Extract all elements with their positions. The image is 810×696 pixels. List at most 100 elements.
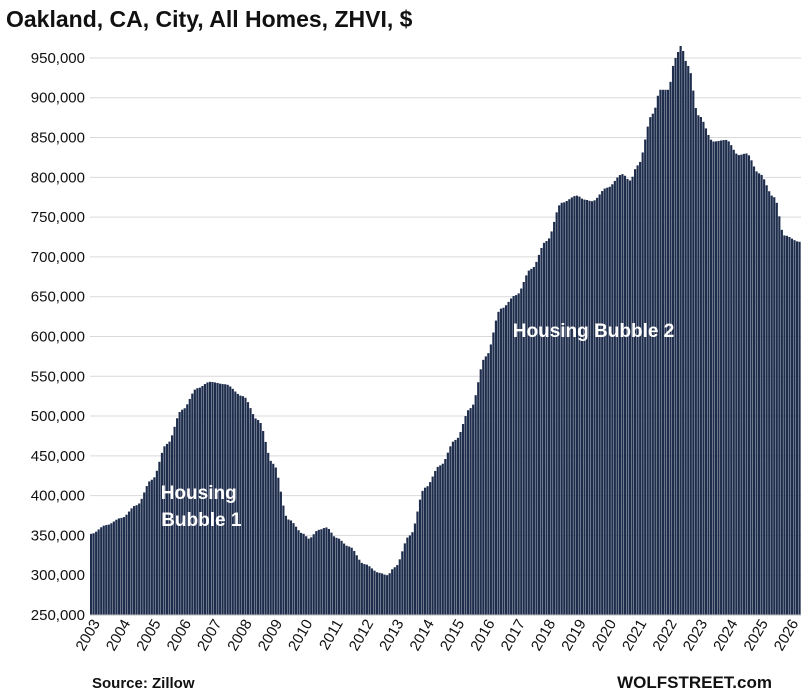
bar [277,477,280,615]
bar [790,238,794,615]
bar [649,117,652,615]
bar [593,200,596,616]
bar [588,200,591,616]
bar [694,108,697,615]
bar [302,533,305,615]
bar [479,369,482,615]
bar [92,533,95,615]
bar [413,523,417,615]
y-tick-label: 600,000 [31,328,85,345]
bar [520,288,523,615]
bar [740,154,743,615]
x-tick-label: 2018 [528,616,559,653]
y-tick-label: 900,000 [31,90,85,107]
bar [601,191,604,616]
bar [626,178,629,616]
x-tick-label: 2015 [437,616,468,653]
bar [115,519,118,615]
bar [264,441,267,615]
bar [674,57,677,615]
x-tick-label: 2017 [498,616,529,653]
bar [497,311,500,615]
bar [563,202,566,615]
bar [191,393,194,615]
bar [145,486,148,615]
bar [127,511,131,615]
bar [489,344,492,615]
x-tick-label: 2026 [771,616,802,653]
bar [289,520,293,615]
bar [732,149,735,615]
bar [573,196,576,616]
bar [398,559,401,615]
bar [477,382,480,615]
x-tick-label: 2019 [558,616,589,653]
x-tick-label: 2012 [346,616,377,653]
bar [669,81,672,615]
bar [181,409,184,615]
bar [484,356,487,615]
bar [426,486,429,615]
bar [661,89,665,616]
bar [451,441,455,615]
bar [219,383,222,615]
bar [416,511,419,615]
y-tick-label: 400,000 [31,488,85,505]
bar [578,196,581,615]
bar [431,476,434,615]
bar [522,281,525,615]
bar [502,307,505,615]
bar [785,235,788,615]
bar [623,175,627,616]
credit-note: WOLFSTREET.com [617,673,772,692]
bar [97,529,100,615]
bar [535,261,538,616]
x-tick-label: 2013 [376,616,407,653]
bar [606,187,609,616]
bar [487,353,490,615]
bar [730,145,733,615]
bar [639,161,642,616]
bar [550,231,553,615]
bar [666,89,670,616]
bar [654,107,657,615]
bar [692,90,695,615]
bar [768,191,771,615]
x-tick-label: 2016 [467,616,498,653]
bar [272,463,275,615]
bar [133,506,136,615]
bar [211,382,214,615]
bar [644,139,647,615]
x-tick-label: 2023 [680,616,711,653]
bar [798,241,801,615]
bar [95,531,98,615]
bar [689,73,692,615]
x-tick-label: 2009 [255,616,286,653]
bar [565,201,568,615]
bar [755,171,758,615]
bar [292,523,295,615]
bar [208,381,212,615]
bar [545,240,548,616]
bar [603,188,606,615]
bar [193,389,196,615]
bar [618,175,621,616]
bar [494,320,498,615]
bar [725,139,728,616]
bar [795,241,799,616]
bar [130,508,133,615]
bar [699,117,702,615]
y-tick-label: 350,000 [31,527,85,544]
bar [590,201,594,615]
bar [310,537,313,615]
bar [449,446,452,615]
bar [469,408,472,615]
bar [337,538,341,615]
bar [312,534,315,615]
bar [537,254,541,615]
bar [765,185,768,615]
bar [176,418,179,615]
bar [553,221,556,615]
bar [198,387,201,615]
